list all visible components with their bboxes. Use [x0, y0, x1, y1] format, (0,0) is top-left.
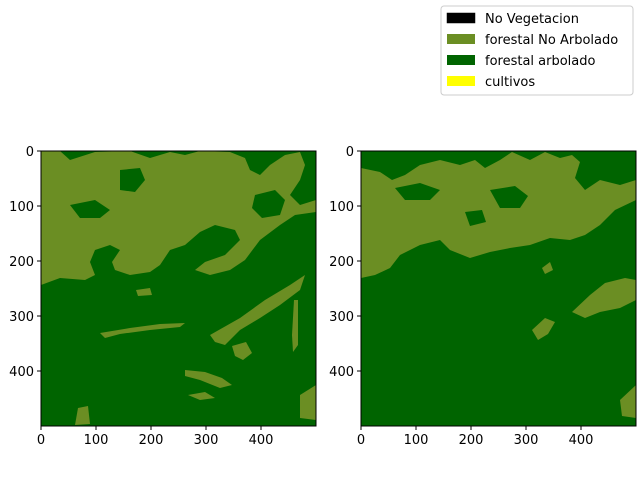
y-tick-label: 200: [9, 255, 34, 270]
panel-right: [360, 150, 637, 427]
x-tick-label: 300: [514, 433, 539, 448]
legend-label: No Vegetacion: [485, 12, 579, 27]
legend-swatch: [447, 55, 475, 65]
legend-label: forestal arbolado: [485, 54, 596, 69]
region-forestal-no-arbolado: [232, 342, 252, 360]
y-tick-label: 300: [9, 310, 34, 325]
y-tick-label: 100: [329, 200, 354, 215]
region-forestal-arbolado-patch: [70, 200, 110, 218]
x-tick-label: 200: [139, 433, 164, 448]
region-forestal-arbolado-patch: [395, 183, 440, 200]
y-tick-label: 200: [329, 255, 354, 270]
legend-swatch: [447, 76, 475, 86]
legend-entry: forestal arbolado: [447, 54, 596, 69]
x-tick-label: 100: [404, 433, 429, 448]
y-tick-label: 100: [9, 200, 34, 215]
y-tick-label: 0: [346, 145, 354, 160]
legend-label: forestal No Arbolado: [485, 33, 618, 48]
region-forestal-arbolado-patch: [252, 190, 285, 218]
axes-frame: [40, 150, 317, 427]
region-forestal-no-arbolado: [572, 278, 636, 318]
legend-frame: [440, 5, 634, 96]
region-forestal-no-arbolado: [620, 385, 636, 418]
legend-entry: forestal No Arbolado: [447, 33, 618, 48]
legend-swatch: [447, 34, 475, 44]
region-forestal-no-arbolado: [136, 288, 152, 296]
x-tick-label: 400: [249, 433, 274, 448]
region-forestal-no-arbolado: [100, 323, 185, 338]
x-tick-label: 400: [569, 433, 594, 448]
region-forestal-no-arbolado: [361, 152, 636, 278]
axes-frame: [360, 150, 637, 427]
region-forestal-no-arbolado: [188, 392, 215, 400]
x-tick-label: 100: [84, 433, 109, 448]
x-tick-label: 300: [194, 433, 219, 448]
y-tick-label: 400: [9, 365, 34, 380]
region-forestal-arbolado-patch: [465, 210, 486, 226]
tick-layer: 0 100 200 300 400 0 100 200 300 400 0 100 200 300 400 0…: [9, 145, 593, 448]
region-forestal-no-arbolado: [532, 318, 555, 340]
region-forestal-arbolado-patch: [120, 168, 145, 192]
region-forestal-no-arbolado: [75, 406, 90, 425]
region-forestal-no-arbolado: [292, 300, 298, 352]
region-forestal-no-arbolado: [210, 275, 305, 345]
region-forestal-no-arbolado: [185, 370, 232, 388]
region-forestal-arbolado-patch: [490, 186, 528, 208]
legend: No Vegetacion forestal No Arbolado fores…: [440, 5, 634, 96]
y-tick-label: 400: [329, 365, 354, 380]
y-tick-label: 300: [329, 310, 354, 325]
y-tick-label: 0: [26, 145, 34, 160]
legend-swatch: [446, 12, 476, 24]
region-forestal-no-arbolado: [300, 385, 316, 420]
legend-label: cultivos: [485, 75, 535, 90]
x-tick-label: 0: [357, 433, 365, 448]
region-forestal-no-arbolado: [542, 262, 553, 274]
x-tick-label: 200: [459, 433, 484, 448]
region-forestal-no-arbolado: [41, 151, 316, 285]
panel-left: [40, 150, 317, 427]
x-tick-label: 0: [37, 433, 45, 448]
legend-entry: cultivos: [447, 75, 535, 90]
legend-entry: No Vegetacion: [446, 12, 579, 27]
